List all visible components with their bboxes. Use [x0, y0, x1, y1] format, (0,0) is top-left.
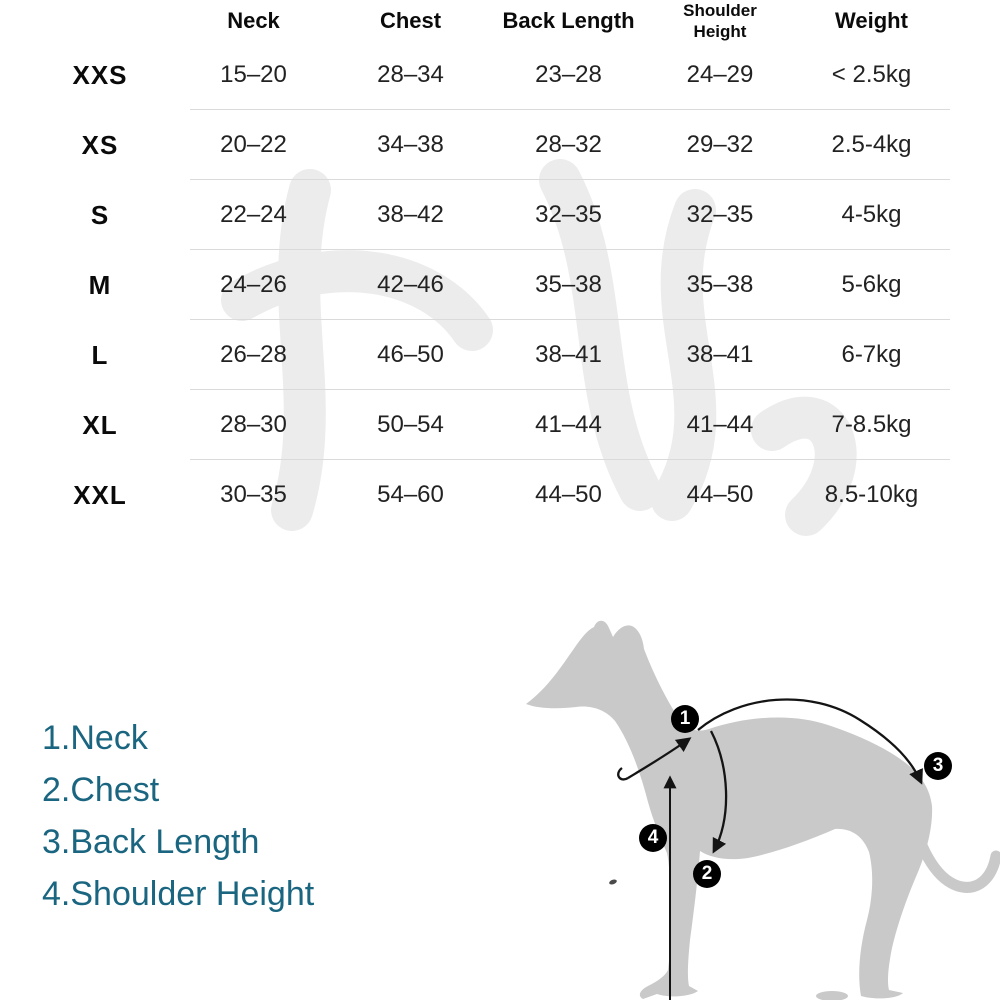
cell-neck: 15–20 — [220, 61, 287, 88]
cell-chest: 38–42 — [377, 201, 444, 228]
cell-back-length: 32–35 — [535, 201, 602, 228]
measurement-legend: 1.Neck 2.Chest 3.Back Length 4.Shoulder … — [42, 712, 314, 920]
cell-weight: < 2.5kg — [831, 61, 912, 88]
cell-neck: 28–30 — [220, 411, 287, 438]
speck — [609, 879, 617, 885]
cell-neck: 20–22 — [220, 131, 287, 158]
cell-shoulder-height: 35–38 — [686, 271, 754, 298]
neck-measure-hook — [617, 767, 629, 781]
size-label: S — [90, 199, 110, 230]
table-row-m: M 24–26 42–46 35–38 35–38 5-6kg — [0, 250, 1000, 320]
cell-weight: 4-5kg — [841, 201, 902, 228]
cell-weight: 6-7kg — [841, 341, 902, 368]
cell-weight: 2.5-4kg — [831, 131, 912, 158]
row-divider — [190, 459, 950, 460]
size-label: XS — [81, 129, 119, 160]
dog-measurement-diagram: 1 2 3 4 — [500, 600, 1000, 1000]
watermark-stroke — [271, 169, 331, 531]
legend-item-back-length: 3.Back Length — [42, 823, 260, 861]
dog-tail — [900, 794, 1000, 893]
cell-chest: 50–54 — [377, 411, 444, 438]
cell-back-length: 44–50 — [535, 481, 602, 508]
cell-back-length: 28–32 — [535, 131, 602, 158]
size-label: XL — [82, 409, 118, 440]
table-row-xxs: XXS 15–20 28–34 23–28 24–29 < 2.5kg — [0, 40, 1000, 110]
cell-shoulder-height: 24–29 — [686, 61, 754, 88]
cell-neck: 26–28 — [220, 341, 287, 368]
cell-chest: 42–46 — [377, 271, 444, 298]
row-divider — [190, 249, 950, 250]
table-header-row: Neck Chest Back Length Shoulder Height W… — [0, 0, 1000, 41]
chest-measure-arc — [709, 730, 728, 854]
cell-shoulder-height: 38–41 — [686, 341, 754, 368]
cell-shoulder-height: 44–50 — [686, 481, 754, 508]
cell-chest: 34–38 — [377, 131, 444, 158]
table-row-xxl: XXL 30–35 54–60 44–50 44–50 8.5-10kg — [0, 460, 1000, 530]
cell-weight: 8.5-10kg — [824, 481, 919, 508]
legend-item-neck: 1.Neck — [42, 719, 148, 757]
watermark-stroke — [651, 189, 717, 521]
cell-neck: 30–35 — [220, 481, 287, 508]
size-label: M — [88, 269, 112, 300]
marker-1-neck: 1 — [671, 705, 699, 733]
size-label: L — [91, 339, 109, 370]
cell-shoulder-height: 32–35 — [686, 201, 754, 228]
watermark-stroke — [751, 396, 857, 536]
row-divider — [190, 179, 950, 180]
table-row-s: S 22–24 38–42 32–35 32–35 4-5kg — [0, 180, 1000, 250]
back-length-arrow — [697, 698, 923, 785]
marker-2-chest: 2 — [693, 860, 721, 888]
neck-measure-arc — [627, 737, 692, 779]
cell-weight: 5-6kg — [841, 271, 902, 298]
column-header-back-length: Back Length — [502, 8, 635, 33]
legend-item-chest: 2.Chest — [42, 771, 160, 809]
watermark-stroke — [539, 159, 661, 511]
table-row-l: L 26–28 46–50 38–41 38–41 6-7kg — [0, 320, 1000, 390]
cell-back-length: 23–28 — [535, 61, 602, 88]
row-divider — [190, 319, 950, 320]
cell-back-length: 41–44 — [535, 411, 602, 438]
dog-silhouette-svg — [526, 620, 1000, 1000]
table-row-xl: XL 28–30 50–54 41–44 41–44 7-8.5kg — [0, 390, 1000, 460]
cell-back-length: 35–38 — [535, 271, 602, 298]
watermark-stroke — [221, 250, 493, 351]
cell-neck: 22–24 — [220, 201, 287, 228]
row-divider — [190, 109, 950, 110]
legend-item-shoulder-height: 4.Shoulder Height — [42, 875, 315, 913]
marker-4-shoulder-height: 4 — [639, 824, 667, 852]
column-header-chest: Chest — [379, 8, 442, 33]
dog-body-silhouette — [526, 620, 933, 999]
watermark-graffiti — [221, 159, 857, 536]
column-header-weight: Weight — [835, 8, 908, 33]
column-header-neck: Neck — [227, 8, 280, 33]
cell-shoulder-height: 41–44 — [686, 411, 754, 438]
column-header-shoulder-height: Shoulder Height — [683, 1, 757, 41]
size-table: Neck Chest Back Length Shoulder Height W… — [0, 0, 1000, 530]
cell-chest: 28–34 — [377, 61, 444, 88]
cell-back-length: 38–41 — [535, 341, 602, 368]
cell-neck: 24–26 — [220, 271, 287, 298]
cell-shoulder-height: 29–32 — [686, 131, 754, 158]
row-divider — [190, 389, 950, 390]
cell-chest: 54–60 — [377, 481, 444, 508]
cell-chest: 46–50 — [377, 341, 444, 368]
cell-weight: 7-8.5kg — [831, 411, 912, 438]
marker-3-back-length: 3 — [924, 752, 952, 780]
dog-rear-paw — [816, 991, 848, 1000]
size-label: XXL — [73, 479, 127, 510]
table-row-xs: XS 20–22 34–38 28–32 29–32 2.5-4kg — [0, 110, 1000, 180]
size-label: XXS — [72, 59, 128, 90]
